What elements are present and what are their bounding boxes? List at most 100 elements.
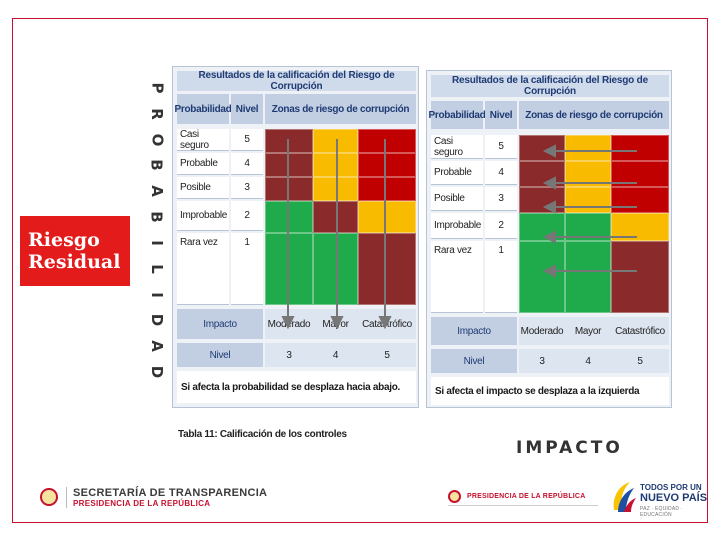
leftward-arrows (542, 144, 637, 278)
left-nivel-4: 4 (313, 343, 358, 367)
downward-arrows (281, 139, 392, 330)
todos-por-un-text: TODOS POR UN (640, 483, 702, 492)
left-header-probabilidad: Probabilidad (175, 94, 232, 124)
left-zone-r1-c2 (313, 233, 358, 305)
presidencia-text: PRESIDENCIA DE LA REPÚBLICA (467, 493, 586, 500)
right-impacto-catastrofico: Catastrófico (611, 317, 669, 345)
left-risk-matrix: Resultados de la calificación del Riesgo… (172, 66, 419, 408)
nuevo-pais-text: NUEVO PAÍS (640, 492, 708, 504)
left-zone-r4-c3 (358, 153, 416, 177)
right-zone-r5-c1 (519, 135, 565, 161)
left-level-5: 5 (231, 129, 263, 151)
left-nivel-3: 3 (265, 343, 313, 367)
right-nivel-5: 5 (611, 349, 669, 373)
table-caption: Tabla 11: Calificación de los controles (178, 429, 347, 440)
right-impacto-mayor: Mayor (565, 317, 611, 345)
left-zone-r5-c2 (313, 129, 358, 153)
left-zone-r2-c2 (313, 201, 358, 233)
left-arrow-head-row1 (542, 264, 556, 278)
probabilidad-letter: R (148, 108, 166, 120)
right-zone-r1-c3 (611, 241, 669, 313)
right-level-4: 4 (485, 161, 517, 185)
left-level-4: 4 (231, 153, 263, 175)
down-arrow-head-mayor (330, 316, 344, 330)
down-arrow-head-moderado (281, 316, 295, 330)
right-zone-r1-c1 (519, 241, 565, 313)
right-zone-r1-c2 (565, 241, 611, 313)
right-level-2: 2 (485, 213, 517, 239)
left-zone-r3-c3 (358, 177, 416, 201)
probabilidad-letter: D (147, 314, 166, 327)
left-arrow-head-row3 (542, 200, 556, 214)
right-risk-matrix: Resultados de la calificación del Riesgo… (426, 70, 672, 408)
left-arrow-head-row4 (542, 176, 556, 190)
probabilidad-letter: P (148, 82, 166, 94)
right-zone-r3-c1 (519, 187, 565, 213)
right-nivel-label: Nivel (431, 349, 517, 373)
riesgo-residual-text: Riesgo Residual (28, 229, 121, 273)
impacto-axis-label: IMPACTO (516, 438, 623, 458)
right-matrix-title: Resultados de la calificación del Riesgo… (431, 75, 669, 97)
probabilidad-letter: O (147, 133, 166, 147)
secretaria-transparencia-logo: SECRETARÍA DE TRANSPARENCIA PRESIDENCIA … (40, 482, 272, 512)
right-header-zonas: Zonas de riesgo de corrupción (519, 101, 669, 129)
left-zone-r3-c2 (313, 177, 358, 201)
probabilidad-letter: A (147, 340, 166, 352)
probabilidad-letter: I (148, 240, 166, 246)
right-row-casi-seguro: Casi seguro (431, 135, 483, 159)
right-nivel-3: 3 (519, 349, 565, 373)
frame-left-line (12, 18, 13, 523)
probabilidad-letter: L (148, 263, 166, 274)
left-arrow-head-row5 (542, 144, 556, 158)
coat-of-arms-icon (40, 488, 58, 506)
left-matrix-note: Si afecta la probabilidad se desplaza ha… (177, 371, 416, 403)
right-header-probabilidad: Probabilidad (429, 101, 486, 129)
secretaria-sub: PRESIDENCIA DE LA REPÚBLICA (73, 498, 211, 508)
right-row-improbable: Improbable (431, 213, 483, 239)
left-header-nivel: Nivel (231, 94, 263, 124)
left-zone-r1-c3 (358, 233, 416, 305)
left-impacto-label: Impacto (177, 309, 263, 339)
probabilidad-letter: D (147, 365, 166, 379)
probabilidad-letter: B (148, 211, 166, 223)
probabilidad-letter: B (148, 159, 166, 172)
down-arrow-head-catastrofico (378, 316, 392, 330)
left-zone-r2-c3 (358, 201, 416, 233)
right-zone-r3-c2 (565, 187, 611, 213)
left-zone-r5-c3 (358, 129, 416, 153)
left-zone-r4-c2 (313, 153, 358, 177)
right-zone-r5-c3 (611, 135, 669, 161)
presidencia-logo: PRESIDENCIA DE LA REPÚBLICA (448, 488, 598, 506)
right-row-posible: Posible (431, 187, 483, 211)
left-row-probable: Probable (177, 153, 229, 175)
left-header-zonas: Zonas de riesgo de corrupción (265, 94, 416, 124)
left-nivel-label: Nivel (177, 343, 263, 367)
colombia-swoosh-icon (613, 482, 636, 512)
left-row-casi-seguro: Casi seguro (177, 129, 229, 151)
frame-top-line (12, 18, 708, 19)
right-nivel-4: 4 (565, 349, 611, 373)
right-zone-r5-c2 (565, 135, 611, 161)
todos-por-un-nuevo-pais-logo: TODOS POR UN NUEVO PAÍS PAZ · EQUIDAD · … (608, 474, 708, 518)
secretaria-name: SECRETARÍA DE TRANSPARENCIA (73, 486, 268, 499)
left-row-improbable: Improbable (177, 201, 229, 231)
secretaria-logo-text: SECRETARÍA DE TRANSPARENCIA PRESIDENCIA … (66, 486, 268, 508)
left-level-3: 3 (231, 177, 263, 199)
left-level-2: 2 (231, 201, 263, 231)
riesgo-residual-label: Riesgo Residual (18, 214, 132, 288)
left-nivel-5: 5 (358, 343, 416, 367)
left-row-rara-vez: Rara vez (177, 233, 229, 305)
right-zone-r3-c3 (611, 187, 669, 213)
presidencia-seal-icon (448, 490, 461, 503)
left-row-posible: Posible (177, 177, 229, 199)
probabilidad-letter: A (147, 185, 166, 198)
left-arrow-head-row2 (542, 230, 556, 244)
frame-right-line (707, 18, 708, 523)
paz-equidad-educacion-text: PAZ · EQUIDAD · EDUCACIÓN (640, 506, 683, 518)
right-level-1: 1 (485, 241, 517, 313)
right-row-rara-vez: Rara vez (431, 241, 483, 313)
probabilidad-letter: I (148, 291, 166, 298)
right-level-3: 3 (485, 187, 517, 211)
right-row-probable: Probable (431, 161, 483, 185)
